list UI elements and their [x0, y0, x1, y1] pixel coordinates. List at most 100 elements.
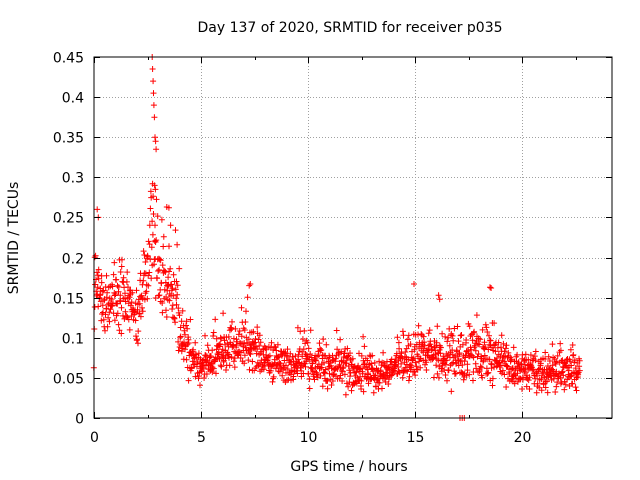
data-point [491, 364, 497, 371]
data-point [245, 336, 252, 343]
data-point [96, 294, 103, 301]
data-point [218, 349, 225, 355]
data-point [237, 355, 244, 361]
data-point [514, 351, 521, 358]
data-point [457, 332, 464, 339]
data-point [489, 375, 496, 382]
data-point [385, 381, 392, 387]
data-point [311, 376, 318, 383]
data-point [473, 312, 480, 319]
data-point [485, 346, 492, 353]
data-point [546, 358, 553, 364]
data-point [174, 291, 181, 298]
data-point [358, 377, 365, 384]
x-tick-label: 10 [300, 430, 318, 446]
data-point [122, 295, 128, 301]
data-point [145, 272, 152, 279]
data-point [106, 318, 113, 325]
data-point [458, 332, 465, 338]
data-point [99, 288, 106, 295]
data-point [115, 321, 122, 328]
data-point [485, 369, 492, 376]
data-point [299, 336, 306, 343]
data-point [167, 222, 174, 229]
data-point [151, 182, 158, 189]
data-point [536, 365, 543, 372]
data-point [268, 339, 275, 346]
data-point [514, 378, 521, 385]
data-point [339, 378, 346, 384]
data-point [411, 281, 417, 287]
data-point [449, 332, 456, 339]
data-point [405, 377, 412, 384]
data-point [105, 314, 112, 321]
data-point [159, 300, 166, 306]
data-point [405, 332, 412, 339]
data-point [154, 275, 161, 282]
data-point [141, 252, 148, 258]
data-point [127, 302, 134, 309]
data-point [226, 362, 233, 369]
data-point [226, 354, 232, 361]
data-point [153, 146, 160, 153]
data-point [118, 263, 125, 270]
data-point [116, 297, 123, 304]
data-point [107, 306, 114, 313]
data-point [478, 364, 485, 371]
data-point [554, 352, 561, 359]
data-point [466, 371, 473, 378]
data-point [95, 303, 102, 310]
data-point [120, 274, 127, 281]
data-point [530, 366, 537, 373]
data-point [527, 363, 534, 370]
data-point [502, 345, 509, 352]
data-point [140, 277, 147, 284]
data-point [558, 369, 565, 376]
data-point [329, 352, 336, 359]
data-point [228, 354, 235, 360]
data-point [104, 289, 111, 296]
data-point [433, 362, 440, 369]
data-point [399, 374, 406, 381]
data-point [519, 386, 525, 392]
data-point [481, 352, 488, 359]
data-point [254, 324, 261, 331]
data-point [464, 367, 471, 374]
data-point [576, 367, 583, 374]
data-point [510, 344, 517, 351]
data-point [544, 389, 551, 396]
data-point [369, 352, 376, 359]
data-point [316, 340, 323, 347]
data-point [522, 351, 529, 358]
data-point [155, 268, 162, 274]
data-point [178, 348, 185, 355]
data-point [532, 348, 539, 355]
data-point [542, 356, 549, 362]
data-point [473, 365, 480, 372]
data-point [204, 342, 211, 349]
data-point [166, 268, 172, 275]
data-point [223, 367, 229, 373]
data-point [209, 364, 216, 371]
data-point [156, 256, 163, 263]
data-point [167, 265, 174, 272]
data-point [209, 347, 216, 354]
data-point [97, 291, 104, 298]
data-point [434, 370, 441, 377]
data-point [119, 256, 125, 263]
data-point [534, 380, 541, 387]
data-point [210, 365, 217, 372]
data-point [187, 316, 194, 323]
data-point [495, 339, 502, 346]
data-point [230, 358, 237, 365]
data-point [329, 378, 336, 384]
data-point [142, 259, 149, 265]
data-point [443, 357, 450, 364]
data-point [151, 238, 158, 244]
data-point [317, 347, 324, 354]
data-point [149, 218, 156, 225]
data-point [529, 367, 536, 374]
data-point [332, 355, 339, 362]
data-point [406, 373, 413, 380]
data-point [208, 353, 214, 360]
